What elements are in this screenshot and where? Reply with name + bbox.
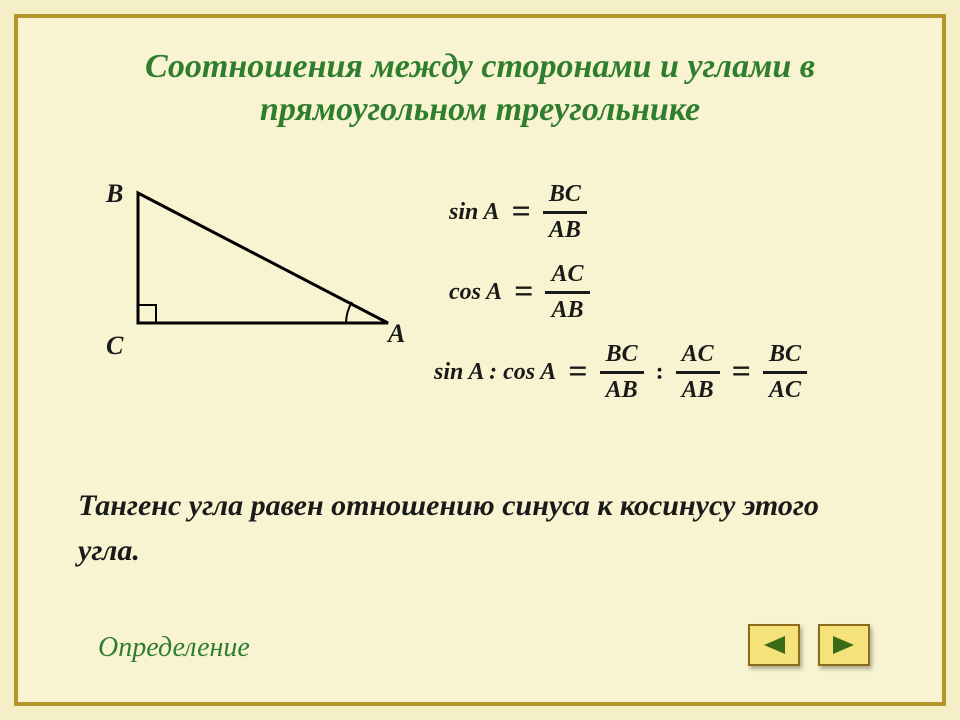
sin-den: AB: [543, 214, 587, 247]
ratio-result-den: AC: [763, 374, 807, 407]
definition-statement: Тангенс угла равен отношению синуса к ко…: [78, 483, 882, 573]
eq-sign: =: [505, 195, 536, 229]
eq-sign: =: [726, 355, 757, 389]
eq-sign: =: [562, 355, 593, 389]
ratio-result: BC AC: [757, 338, 813, 407]
slide-frame: Соотношения между сторонами и углами в п…: [14, 14, 946, 706]
triangle-diagram: В С А: [98, 183, 418, 373]
ratio-frac2-den: AB: [676, 374, 720, 407]
ratio-frac1-num: BC: [600, 338, 644, 374]
triangle-svg: [98, 183, 418, 358]
ratio-frac1: BC AB: [594, 338, 650, 407]
arrow-right-icon: [831, 634, 857, 656]
cos-den: AB: [545, 294, 589, 327]
cos-num: AC: [545, 258, 589, 294]
cos-lhs: cos A: [443, 279, 508, 306]
ratio-frac2-num: AC: [676, 338, 720, 374]
prev-button[interactable]: [748, 624, 800, 666]
ratio-frac1-den: AB: [600, 374, 644, 407]
eq-sign: =: [508, 275, 539, 309]
ratio-sep: :: [650, 359, 670, 386]
formula-cos: cos A = AC AB: [443, 258, 596, 327]
arrow-left-icon: [761, 634, 787, 656]
vertex-c-label: С: [106, 331, 123, 361]
ratio-frac2: AC AB: [670, 338, 726, 407]
sin-num: BC: [543, 178, 587, 214]
definition-label: Определение: [98, 632, 250, 664]
cos-fraction: AC AB: [539, 258, 595, 327]
ratio-lhs: sin A : cos A: [428, 359, 562, 386]
sin-fraction: BC AB: [537, 178, 593, 247]
nav-buttons: [748, 624, 870, 666]
formula-ratio: sin A : cos A = BC AB : AC AB = BC AC: [428, 338, 813, 407]
vertex-b-label: В: [106, 179, 123, 209]
vertex-a-label: А: [388, 319, 405, 349]
next-button[interactable]: [818, 624, 870, 666]
ratio-result-num: BC: [763, 338, 807, 374]
formula-sin: sin A = BC AB: [443, 178, 593, 247]
sin-lhs: sin A: [443, 199, 505, 226]
slide-title: Соотношения между сторонами и углами в п…: [18, 46, 942, 131]
